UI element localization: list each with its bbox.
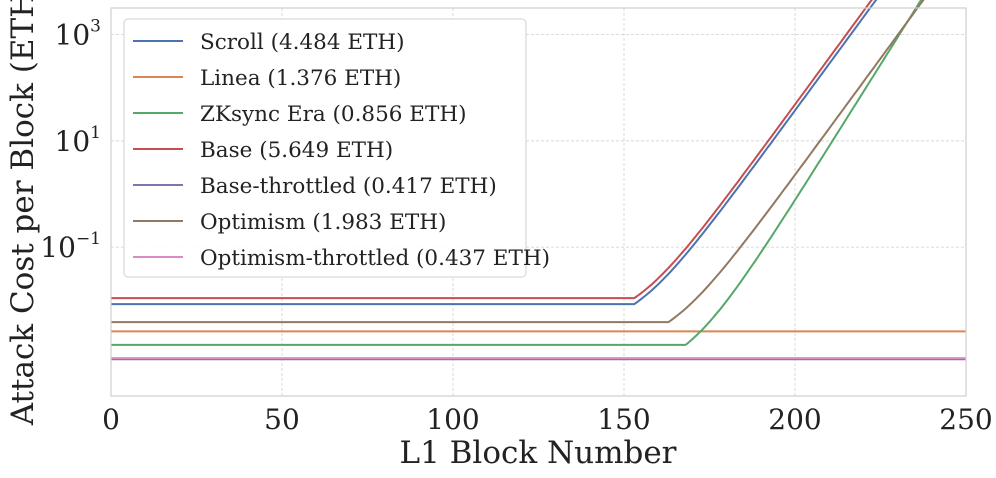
series-line-0: [111, 0, 878, 306]
series-line-3: [111, 0, 873, 300]
y-axis-label: Attack Cost per Block (ETH): [5, 0, 41, 426]
series-line-2: [111, 0, 923, 346]
legend-entry-4: Base-throttled (0.417 ETH): [200, 174, 497, 199]
series-line-5: [111, 0, 925, 324]
x-axis-label: L1 Block Number: [399, 435, 676, 471]
x-tick-label: 150: [597, 403, 650, 436]
y-tick-label: 103: [55, 17, 101, 52]
legend-box: [123, 18, 527, 278]
x-axis-ticks: 0 50 100 150 200 250: [102, 403, 993, 436]
legend-entry-0: Scroll (4.484 ETH): [200, 30, 405, 55]
y-axis-ticks: 103 101 10−1: [40, 17, 101, 265]
series-layer: [111, 0, 966, 361]
x-tick-label: 200: [768, 403, 821, 436]
x-tick-label: 250: [939, 403, 992, 436]
plot-frame: [110, 7, 967, 397]
y-tick-label: 10−1: [40, 229, 101, 264]
legend-entry-1: Linea (1.376 ETH): [200, 66, 401, 91]
y-tick-label: 101: [55, 123, 101, 158]
x-tick-label: 0: [102, 403, 120, 436]
legend: Scroll (4.484 ETH) Linea (1.376 ETH) ZKsyn…: [123, 18, 550, 278]
legend-entry-3: Base (5.649 ETH): [200, 138, 393, 163]
x-tick-label: 50: [264, 403, 300, 436]
legend-entry-5: Optimism (1.983 ETH): [200, 210, 446, 235]
legend-entry-6: Optimism-throttled (0.437 ETH): [200, 246, 550, 271]
legend-entry-2: ZKsync Era (0.856 ETH): [200, 102, 466, 127]
x-tick-label: 100: [426, 403, 479, 436]
